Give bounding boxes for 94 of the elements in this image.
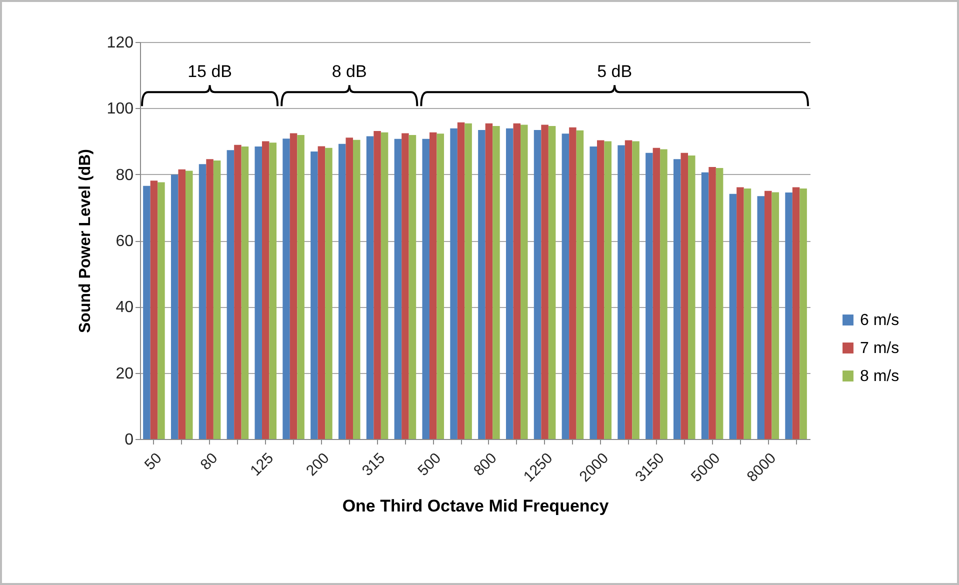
bar bbox=[744, 188, 752, 439]
bar bbox=[226, 150, 234, 439]
bar bbox=[178, 169, 186, 439]
bar bbox=[596, 140, 604, 439]
bar bbox=[186, 170, 193, 439]
bar bbox=[262, 141, 270, 439]
bar bbox=[318, 146, 326, 439]
y-tick-label: 100 bbox=[106, 100, 134, 118]
annotation: 15 dB bbox=[188, 62, 232, 82]
bar bbox=[234, 144, 242, 439]
bar bbox=[366, 136, 374, 439]
bar bbox=[785, 192, 792, 439]
x-tick-label: 500 bbox=[414, 450, 444, 480]
bar bbox=[673, 159, 681, 439]
bar bbox=[380, 132, 388, 439]
legend-label: 6 m/s bbox=[860, 312, 900, 329]
bar bbox=[680, 152, 688, 439]
bar bbox=[729, 194, 737, 439]
x-tick-label: 200 bbox=[303, 450, 333, 480]
x-tick-label: 80 bbox=[197, 450, 222, 474]
bar bbox=[562, 134, 570, 439]
bar bbox=[506, 128, 514, 439]
x-tick-label: 800 bbox=[470, 450, 500, 480]
bar bbox=[618, 145, 625, 439]
bar bbox=[548, 126, 556, 439]
y-tick-label: 0 bbox=[124, 432, 134, 448]
bar bbox=[282, 138, 290, 439]
legend-label: 7 m/s bbox=[860, 340, 900, 357]
bar bbox=[394, 138, 402, 439]
bar bbox=[485, 123, 493, 439]
bar bbox=[297, 134, 304, 439]
bar bbox=[374, 130, 381, 439]
bar bbox=[701, 172, 709, 439]
y-axis-title: Sound Power Level (dB) bbox=[76, 148, 94, 334]
bar bbox=[422, 138, 430, 439]
bar bbox=[408, 134, 416, 439]
bar bbox=[569, 127, 576, 439]
bar bbox=[764, 190, 772, 439]
x-axis-title: One Third Octave Mid Frequency bbox=[342, 496, 610, 516]
bar bbox=[402, 133, 409, 439]
bar bbox=[464, 123, 472, 439]
x-tick-label: 125 bbox=[247, 450, 277, 480]
bar bbox=[254, 146, 262, 439]
annotation: 5 dB bbox=[597, 62, 632, 82]
bar bbox=[353, 140, 360, 439]
bar bbox=[158, 182, 165, 439]
bar bbox=[716, 168, 724, 439]
bar bbox=[478, 130, 486, 439]
bar bbox=[624, 140, 632, 439]
x-tick-label: 50 bbox=[141, 450, 166, 474]
bar bbox=[520, 124, 528, 439]
bar bbox=[646, 152, 653, 439]
bar bbox=[269, 142, 277, 439]
bar bbox=[170, 174, 178, 439]
bar bbox=[150, 180, 158, 439]
bar bbox=[800, 188, 807, 439]
bar bbox=[688, 155, 696, 439]
bar bbox=[206, 159, 214, 439]
bar bbox=[736, 187, 744, 439]
bar bbox=[492, 126, 500, 439]
y-tick-label: 120 bbox=[106, 34, 134, 52]
y-tick-label: 20 bbox=[116, 365, 134, 382]
bar bbox=[290, 133, 298, 439]
y-tick-label: 60 bbox=[116, 233, 134, 250]
bar bbox=[338, 144, 346, 439]
bar bbox=[143, 186, 150, 439]
bar bbox=[310, 152, 318, 439]
bar bbox=[772, 192, 780, 439]
bar bbox=[457, 122, 465, 439]
bar bbox=[757, 196, 764, 439]
bar bbox=[708, 167, 716, 439]
annotation: 8 dB bbox=[332, 62, 367, 82]
bar bbox=[198, 164, 206, 439]
x-tick-label: 315 bbox=[358, 450, 389, 480]
bar bbox=[325, 148, 332, 439]
bar bbox=[590, 146, 597, 439]
bar bbox=[541, 124, 548, 439]
bar bbox=[429, 132, 437, 439]
bar bbox=[346, 138, 354, 439]
bar bbox=[534, 130, 542, 439]
bar bbox=[241, 146, 249, 439]
bar bbox=[436, 134, 444, 439]
legend-label: 8 m/s bbox=[860, 368, 900, 385]
bar bbox=[632, 141, 640, 439]
bar bbox=[652, 148, 660, 439]
bar bbox=[213, 160, 221, 439]
bar bbox=[513, 123, 521, 439]
bar bbox=[576, 130, 584, 439]
bar bbox=[792, 187, 800, 439]
y-tick-label: 40 bbox=[116, 299, 134, 316]
bar bbox=[450, 128, 458, 439]
y-tick-label: 80 bbox=[116, 166, 134, 184]
bar bbox=[604, 141, 612, 439]
bar bbox=[660, 149, 668, 439]
